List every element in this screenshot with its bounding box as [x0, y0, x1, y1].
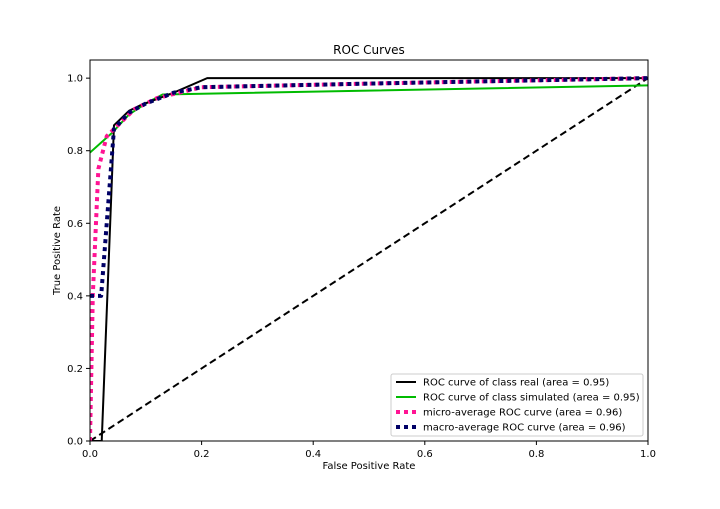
x-axis-label: False Positive Rate — [323, 461, 416, 472]
legend-box — [390, 373, 644, 437]
x-tick-label: 0.2 — [194, 449, 210, 460]
y-tick-label: 0.6 — [67, 219, 83, 230]
chance-diagonal-line — [90, 77, 648, 441]
y-tick-label: 1.0 — [67, 74, 83, 85]
plot-frame — [89, 59, 649, 442]
y-tick-label: 0.4 — [67, 291, 83, 302]
y-tick-label: 0.0 — [67, 437, 83, 448]
legend: ROC curve of class real (area = 0.95) ROC… — [390, 373, 644, 437]
legend-label: macro-average ROC curve (area = 0.96) — [423, 423, 626, 434]
plot-area — [90, 76, 648, 441]
x-tick-label: 0.8 — [528, 449, 544, 460]
x-tick-label: 0.4 — [305, 449, 321, 460]
x-tick-label: 0.6 — [417, 449, 433, 460]
y-axis-label: True Positive Rate — [52, 206, 63, 296]
x-tick-label: 0.0 — [82, 449, 98, 460]
y-tick-label: 0.2 — [67, 364, 83, 375]
y-tick-label: 0.8 — [67, 146, 83, 157]
x-axis-ticks: 0.0 0.2 0.4 0.6 0.8 1.0 — [82, 441, 656, 460]
legend-label: micro-average ROC curve (area = 0.96) — [423, 408, 622, 419]
series-line-3 — [90, 76, 648, 298]
legend-label: ROC curve of class real (area = 0.95) — [423, 378, 609, 389]
chart-title: ROC Curves — [333, 43, 405, 57]
y-axis-ticks: 0.0 0.2 0.4 0.6 0.8 1.0 — [67, 74, 90, 448]
legend-label: ROC curve of class simulated (area = 0.9… — [423, 393, 640, 404]
x-tick-label: 1.0 — [640, 449, 656, 460]
